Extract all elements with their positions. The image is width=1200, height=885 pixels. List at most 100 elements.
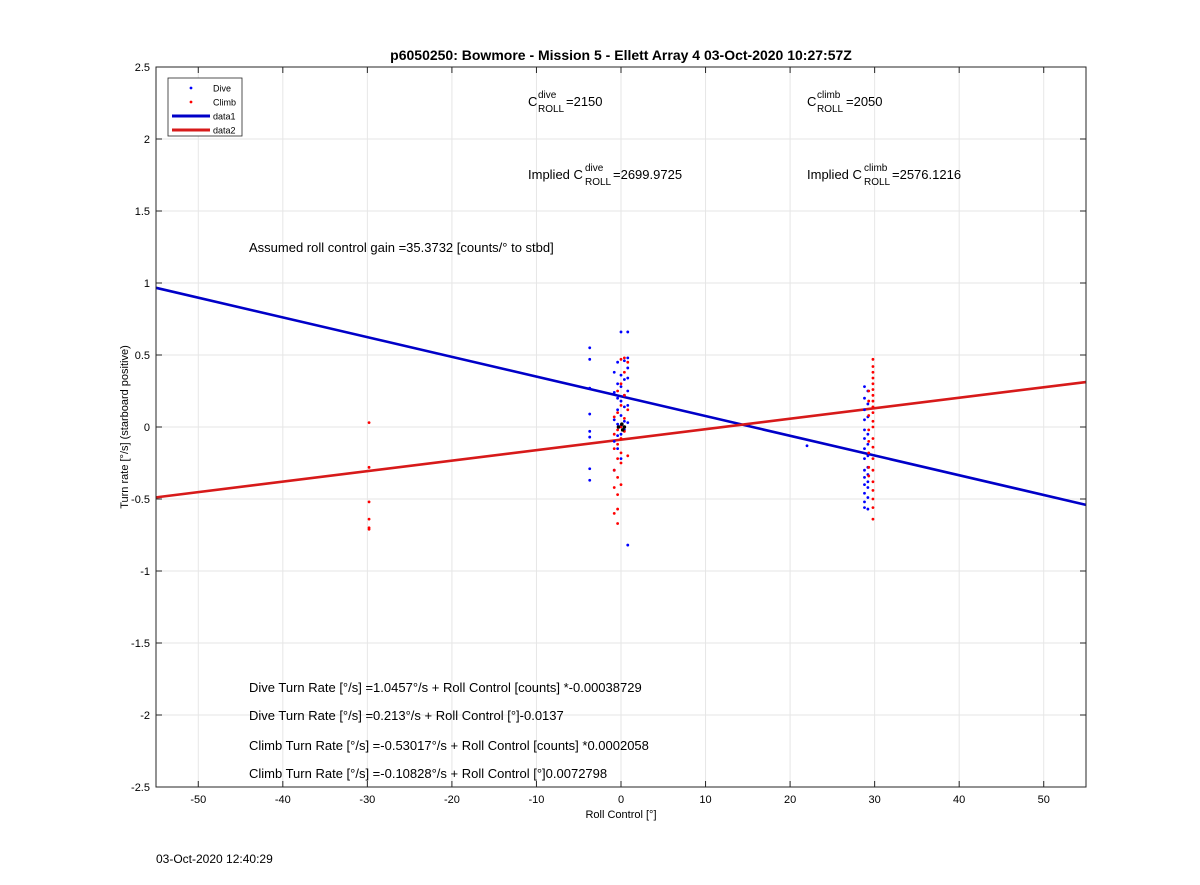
data-point-dive: [626, 356, 630, 360]
data-point-dive: [619, 414, 623, 417]
legend-marker-dive: [189, 86, 193, 90]
y-tick-label: 1.5: [135, 206, 150, 218]
data-point-dive: [622, 419, 626, 423]
data-point-climb: [867, 451, 871, 455]
data-point-climb: [619, 451, 623, 455]
data-point-climb: [367, 527, 371, 531]
data-point-climb: [367, 500, 371, 504]
data-point-dive: [863, 476, 866, 479]
chart-title: p6050250: Bowmore - Mission 5 - Ellett A…: [390, 47, 852, 63]
equation-climb-counts: Climb Turn Rate [°/s] =-0.53017°/s + Rol…: [249, 738, 649, 753]
data-point-dive: [619, 399, 623, 403]
implied-climb-prefix: Implied C: [807, 167, 862, 182]
data-point-dive: [588, 412, 592, 416]
c-dive-sup: dive: [538, 90, 557, 101]
data-point-dive: [626, 330, 630, 334]
x-tick-label: 40: [953, 794, 965, 806]
legend-label-dive: Dive: [213, 84, 231, 94]
data-point-climb: [367, 465, 371, 469]
y-tick-label: 1: [144, 278, 150, 290]
data-point-dive: [622, 405, 626, 409]
y-tick-label: -2: [140, 710, 150, 722]
y-tick-label: -1.5: [131, 638, 150, 650]
data-point-black-markers: [616, 425, 621, 429]
implied-dive-sub: ROLL: [585, 177, 612, 188]
x-tick-label: -10: [529, 794, 545, 806]
data-point-dive: [863, 483, 866, 486]
data-point-dive: [626, 366, 630, 370]
data-point-dive: [863, 385, 866, 389]
x-tick-label: 10: [699, 794, 711, 806]
data-point-climb: [871, 506, 875, 510]
data-point-climb: [619, 461, 623, 465]
fit-line-data1: [155, 286, 1087, 507]
legend-entries: Dive Climb data1 data2: [172, 84, 236, 136]
data-point-climb: [871, 382, 875, 386]
data-point-climb: [871, 425, 875, 429]
data-point-dive: [616, 396, 620, 400]
x-tick-label: -40: [275, 794, 291, 806]
x-tick-label: 50: [1038, 794, 1050, 806]
data-point-climb: [871, 388, 875, 391]
data-point-climb: [867, 428, 871, 432]
data-point-dive: [626, 389, 630, 393]
data-point-climb: [616, 476, 620, 479]
data-point-climb: [612, 447, 616, 450]
data-point-climb: [612, 432, 616, 436]
implied-dive-prefix: Implied C: [528, 167, 583, 182]
data-point-climb: [871, 445, 875, 449]
data-point-climb: [871, 365, 875, 368]
data-point-dive: [626, 421, 630, 425]
data-point-climb: [626, 454, 630, 458]
data-point-climb: [622, 416, 626, 420]
data-point-climb: [622, 356, 626, 360]
data-point-dive: [619, 457, 623, 461]
data-point-climb: [871, 393, 875, 397]
legend-label-data1: data1: [213, 112, 236, 122]
data-point-dive: [619, 373, 623, 377]
data-point-climb: [626, 408, 630, 412]
data-point-dive: [616, 382, 620, 386]
x-tick-label: 30: [869, 794, 881, 806]
data-point-climb: [871, 370, 875, 374]
data-point-dive: [863, 396, 866, 400]
data-point-dive: [616, 360, 620, 364]
data-point-climb: [612, 415, 616, 419]
data-point-dive: [863, 500, 866, 504]
data-point-climb: [871, 357, 875, 361]
data-point-dive: [805, 444, 809, 448]
x-tick-label: -30: [359, 794, 375, 806]
c-climb-sub: ROLL: [817, 104, 844, 115]
data-point-dive: [866, 432, 870, 436]
y-tick-label: 0.5: [135, 350, 150, 362]
data-point-dive: [866, 480, 870, 484]
data-point-dive: [863, 506, 866, 510]
data-point-climb: [619, 483, 623, 486]
implied-dive-sup: dive: [585, 163, 604, 174]
data-point-climb: [616, 522, 620, 525]
c-dive-sub: ROLL: [538, 104, 565, 115]
c-dive-annotation: C dive ROLL =2150: [528, 90, 603, 115]
equation-climb-degrees: Climb Turn Rate [°/s] =-0.10828°/s + Rol…: [249, 766, 607, 781]
data-point-climb: [871, 405, 875, 409]
data-points: [367, 330, 875, 547]
data-point-climb: [867, 414, 871, 417]
legend: Dive Climb data1 data2: [167, 77, 243, 137]
data-point-dive: [626, 543, 630, 547]
data-point-dive: [612, 370, 616, 374]
data-point-climb: [867, 399, 871, 403]
data-point-climb: [616, 389, 620, 393]
data-point-climb: [871, 437, 875, 440]
x-tick-label: -20: [444, 794, 460, 806]
data-point-climb: [619, 404, 623, 407]
data-point-dive: [866, 507, 870, 511]
c-climb-value: =2050: [846, 94, 883, 109]
data-point-dive: [619, 330, 623, 334]
y-axis-label: Turn rate [°/s] (starboard positive): [119, 345, 131, 509]
data-point-dive: [622, 378, 626, 381]
c-dive-base: C: [528, 94, 537, 109]
data-point-dive: [588, 467, 592, 471]
data-point-climb: [619, 425, 623, 429]
data-point-dive: [863, 447, 866, 450]
